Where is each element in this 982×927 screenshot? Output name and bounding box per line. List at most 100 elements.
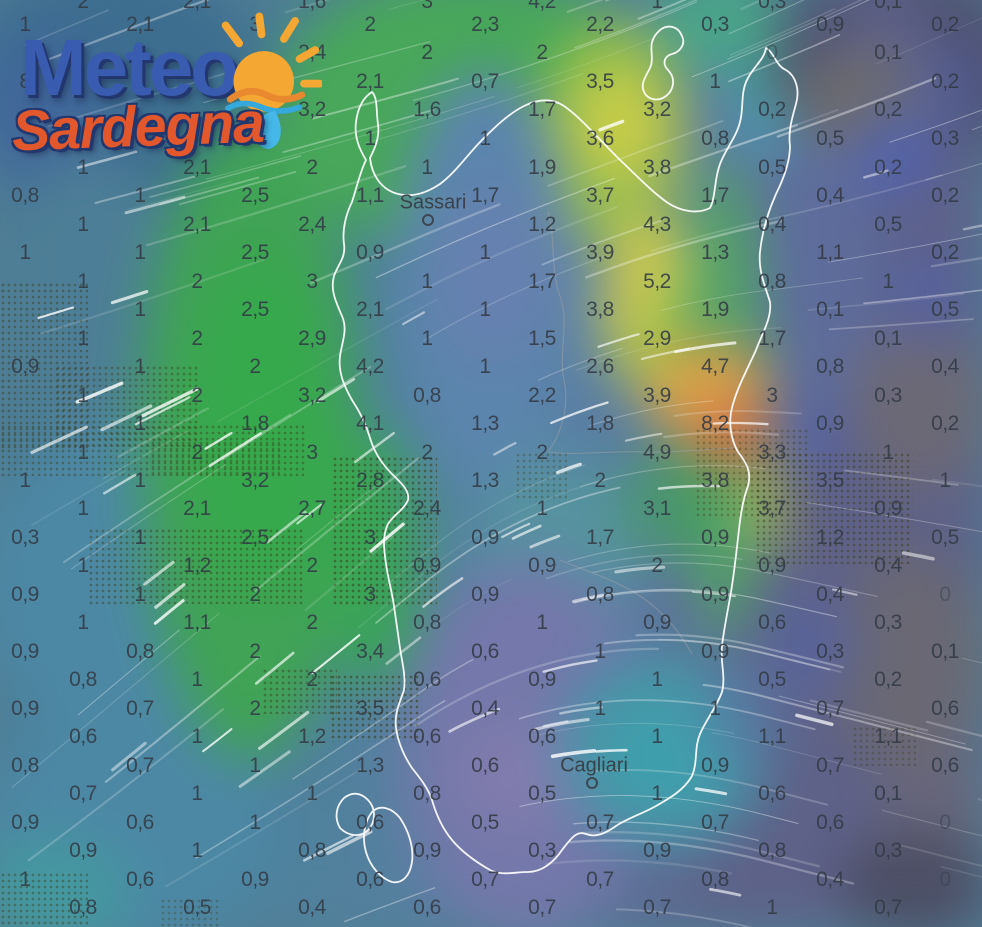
- map-value: 2,5: [241, 184, 269, 207]
- map-value: 0,6: [528, 725, 556, 748]
- color-blob: [890, 250, 960, 350]
- map-value: 1: [421, 270, 433, 293]
- map-value: 2: [421, 441, 433, 464]
- map-value: 0,3: [758, 0, 786, 13]
- map-value: 1: [134, 469, 146, 492]
- map-value: 0,9: [11, 583, 39, 606]
- map-value: 0,9: [643, 611, 671, 634]
- map-value: 2,1: [126, 13, 154, 36]
- map-value: 0,7: [126, 697, 154, 720]
- map-value: 0,9: [241, 868, 269, 891]
- map-value: 0,8: [758, 270, 786, 293]
- color-blob: [855, 110, 935, 200]
- map-value: 1: [191, 725, 203, 748]
- map-value: 1: [134, 355, 146, 378]
- color-blob: [700, 640, 790, 780]
- map-value: 8,2: [701, 412, 729, 435]
- map-value: 2: [594, 469, 606, 492]
- map-value: 0,2: [931, 184, 959, 207]
- map-value: 4,2: [528, 0, 556, 13]
- map-value: 0,9: [758, 554, 786, 577]
- map-value: 0,2: [758, 98, 786, 121]
- city-marker-cagliari: [586, 777, 598, 789]
- map-value: 4,3: [643, 213, 671, 236]
- map-value: 1: [594, 697, 606, 720]
- map-value: 0,9: [413, 839, 441, 862]
- map-value: 0: [939, 868, 951, 891]
- color-blob: [915, 45, 982, 125]
- map-value: 2: [536, 41, 548, 64]
- map-value: 2: [249, 697, 261, 720]
- map-value: 1,1: [816, 241, 844, 264]
- map-value: 0,8: [413, 782, 441, 805]
- hatch-patch: [755, 452, 913, 564]
- map-value: 0,7: [586, 868, 614, 891]
- map-value: 0,6: [471, 640, 499, 663]
- map-value: 0,3: [874, 384, 902, 407]
- map-value: 2,9: [643, 327, 671, 350]
- map-value: 0,5: [471, 811, 499, 834]
- map-value: 2,1: [356, 70, 384, 93]
- map-value: 0,9: [701, 526, 729, 549]
- hatch-patch: [515, 452, 567, 502]
- map-value: 1,2: [183, 554, 211, 577]
- map-value: 1: [77, 156, 89, 179]
- map-value: 1,7: [528, 270, 556, 293]
- map-value: 1: [77, 270, 89, 293]
- wind-streamline-long: [11, 0, 982, 927]
- map-value: 2,2: [528, 384, 556, 407]
- map-value: 0,9: [471, 526, 499, 549]
- map-value: 3: [306, 441, 318, 464]
- map-value: 2: [191, 270, 203, 293]
- map-value: 0,7: [816, 754, 844, 777]
- map-value: 3,7: [758, 497, 786, 520]
- map-value: 0,7: [586, 811, 614, 834]
- map-value: 0,5: [758, 668, 786, 691]
- map-value: 0,2: [931, 241, 959, 264]
- map-value: 3: [766, 384, 778, 407]
- map-value: 1,5: [528, 327, 556, 350]
- map-value: 1: [421, 156, 433, 179]
- map-value: 2,5: [241, 298, 269, 321]
- map-value: 0: [939, 811, 951, 834]
- map-value: 3: [364, 583, 376, 606]
- color-blob: [575, 70, 665, 180]
- map-value: 0,4: [816, 583, 844, 606]
- map-value: 3,2: [643, 98, 671, 121]
- map-value: 0,2: [874, 98, 902, 121]
- map-value: 1: [191, 668, 203, 691]
- map-value: 0,3: [931, 127, 959, 150]
- map-value: 0,5: [183, 896, 211, 919]
- map-value: 1: [939, 469, 951, 492]
- map-value: 3,9: [643, 384, 671, 407]
- hatch-patch: [0, 282, 88, 450]
- map-value: 1: [594, 640, 606, 663]
- map-value: 0,8: [586, 583, 614, 606]
- map-value: 1: [479, 298, 491, 321]
- map-value: 0,6: [931, 697, 959, 720]
- color-blob: [780, 595, 860, 695]
- map-value: 0,2: [874, 668, 902, 691]
- map-value: 2,1: [183, 497, 211, 520]
- map-value: 0,9: [471, 583, 499, 606]
- map-value: 0,6: [413, 668, 441, 691]
- map-value: 0: [766, 41, 778, 64]
- logo-sardegna-text: Sardegna: [10, 90, 265, 164]
- map-value: 3,5: [586, 70, 614, 93]
- map-value: 2,8: [356, 469, 384, 492]
- hatch-patch: [852, 726, 916, 766]
- map-value: 0,6: [816, 811, 844, 834]
- map-value: 1,1: [758, 725, 786, 748]
- map-value: 1: [191, 839, 203, 862]
- map-value: 0,9: [11, 355, 39, 378]
- map-value: 0,2: [931, 412, 959, 435]
- map-value: 0,7: [69, 782, 97, 805]
- city-label-sassari: Sassari: [399, 191, 467, 214]
- map-value: 0,6: [413, 896, 441, 919]
- map-value: 1,3: [356, 754, 384, 777]
- map-value: 2: [421, 41, 433, 64]
- map-value: 1: [19, 241, 31, 264]
- map-value: 0,5: [931, 298, 959, 321]
- map-value: 1: [479, 355, 491, 378]
